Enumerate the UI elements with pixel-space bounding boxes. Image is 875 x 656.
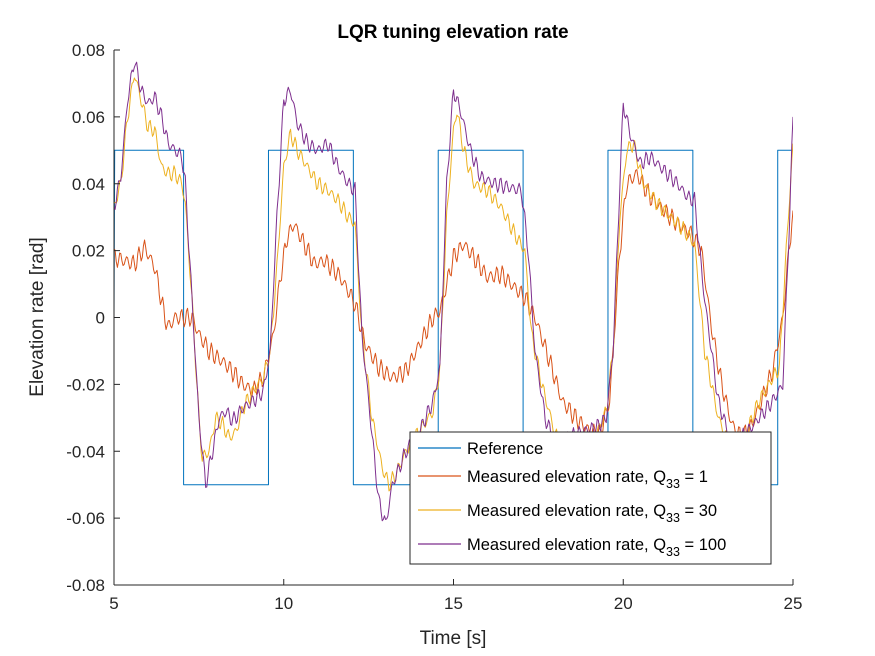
y-tick-label: 0.08 [72,41,105,60]
legend-entry: Measured elevation rate, Q33 = 30 [467,502,717,525]
y-tick-label: 0.04 [72,175,105,194]
x-tick-label: 15 [444,594,463,613]
legend: Reference Measured elevation rate, Q33 = … [409,431,772,565]
x-axis-label: Time [s] [420,628,487,649]
legend-entry: Reference [467,440,543,458]
chart-title: LQR tuning elevation rate [337,22,568,43]
y-axis-label: Elevation rate [rad] [27,237,48,396]
series-line-3 [114,61,793,522]
y-tick-label: 0 [96,309,105,328]
x-tick-label: 20 [614,594,633,613]
y-tick-label: -0.02 [66,375,105,394]
legend-box [409,431,772,565]
y-tick-label: -0.04 [66,442,105,461]
y-tick-label: 0.02 [72,242,105,261]
x-tick-label: 5 [109,594,118,613]
axes: 5 10 15 20 25 -0.08 -0.06 -0.04 -0.02 0 0.02 0.04 0.… [66,41,802,613]
y-tick-label: -0.06 [66,509,105,528]
legend-entry: Measured elevation rate, Q33 = 1 [467,468,708,491]
x-tick-label: 10 [274,594,293,613]
x-tick-label: 25 [784,594,803,613]
legend-entry: Measured elevation rate, Q33 = 100 [467,536,726,559]
y-tick-label: 0.06 [72,108,105,127]
series-line-2 [114,77,793,492]
y-tick-label: -0.08 [66,576,105,595]
